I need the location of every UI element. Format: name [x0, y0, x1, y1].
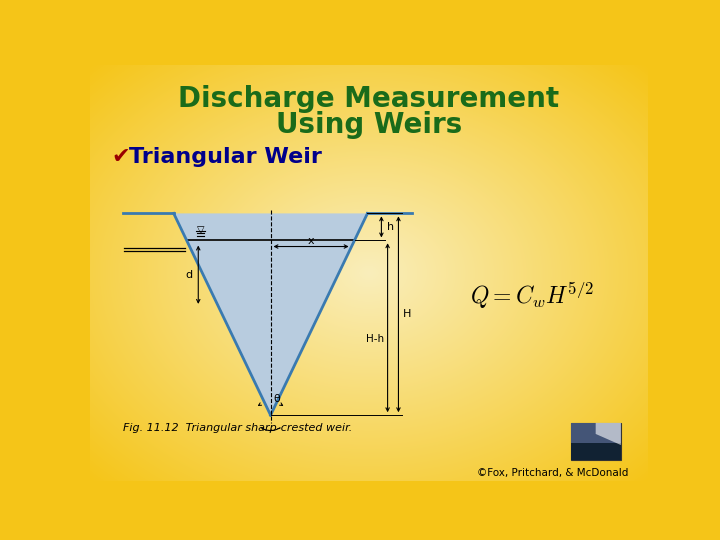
- Text: ✔: ✔: [112, 147, 130, 167]
- Text: x: x: [307, 236, 315, 246]
- Text: Fig. 11.12  Triangular sharp-crested weir.: Fig. 11.12 Triangular sharp-crested weir…: [122, 423, 352, 433]
- Polygon shape: [595, 423, 621, 445]
- Text: h: h: [387, 222, 394, 232]
- Text: Using Weirs: Using Weirs: [276, 111, 462, 139]
- Text: Discharge Measurement: Discharge Measurement: [179, 85, 559, 113]
- Text: ▽: ▽: [197, 225, 204, 234]
- Bar: [570, 443, 621, 460]
- Polygon shape: [174, 213, 367, 240]
- Text: d: d: [185, 269, 192, 280]
- Text: Triangular Weir: Triangular Weir: [129, 147, 322, 167]
- Text: θ: θ: [273, 394, 279, 404]
- Text: $Q = C_w H^{5/2}$: $Q = C_w H^{5/2}$: [469, 280, 594, 312]
- Bar: [570, 423, 621, 443]
- Text: H-h: H-h: [366, 334, 384, 345]
- Text: ©Fox, Pritchard, & McDonald: ©Fox, Pritchard, & McDonald: [477, 468, 629, 478]
- Bar: [570, 423, 621, 460]
- Polygon shape: [186, 240, 354, 415]
- Text: H: H: [403, 309, 411, 319]
